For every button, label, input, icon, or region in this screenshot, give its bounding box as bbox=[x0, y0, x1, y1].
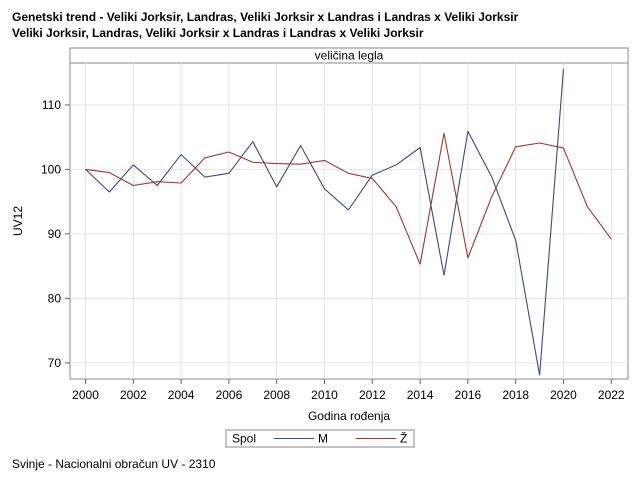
plot-frame bbox=[69, 62, 629, 380]
x-tick-label: 2008 bbox=[263, 388, 290, 402]
x-tick-label: 2016 bbox=[455, 388, 482, 402]
x-tick-label: 2004 bbox=[168, 388, 195, 402]
legend-label-1: M bbox=[318, 432, 328, 446]
y-tick-label: 80 bbox=[48, 291, 62, 305]
series-layer bbox=[85, 68, 612, 376]
y-axis-label: UV12 bbox=[11, 206, 25, 236]
panel-title: veličina legla bbox=[315, 49, 384, 63]
y-tick-label: 100 bbox=[41, 162, 61, 176]
panel-header bbox=[69, 47, 629, 64]
chart-title: Genetski trend - Veliki Jorksir, Landras… bbox=[12, 10, 519, 24]
x-tick-label: 2014 bbox=[407, 388, 434, 402]
axes: 2000 2002 2004 2006 2008 2010 2012 2014 2016 2018… bbox=[41, 98, 625, 402]
legend-title: Spol bbox=[232, 432, 256, 446]
x-tick-label: 2010 bbox=[311, 388, 338, 402]
y-tick-label: 90 bbox=[48, 227, 62, 241]
x-tick-label: 2006 bbox=[216, 388, 243, 402]
x-tick-label: 2020 bbox=[550, 388, 577, 402]
grid bbox=[70, 63, 628, 379]
legend-label-2: Ž bbox=[400, 431, 407, 446]
legend-box bbox=[225, 429, 415, 448]
x-tick-label: 2012 bbox=[359, 388, 386, 402]
x-tick-label: 2022 bbox=[598, 388, 625, 402]
footnote: Svinje - Nacionalni obračun UV - 2310 bbox=[12, 457, 216, 471]
y-tick-label: 70 bbox=[48, 356, 62, 370]
x-tick-label: 2018 bbox=[502, 388, 529, 402]
x-tick-label: 2002 bbox=[120, 388, 147, 402]
x-axis-label: Godina rođenja bbox=[308, 409, 390, 423]
chart-subtitle: Veliki Jorksir, Landras, Veliki Jorksir … bbox=[12, 26, 424, 40]
y-tick-label: 110 bbox=[42, 98, 61, 112]
legend: Spol M Ž bbox=[225, 429, 415, 448]
x-tick-label: 2000 bbox=[72, 388, 99, 402]
series-line-2 bbox=[85, 132, 612, 265]
series-line-1 bbox=[85, 68, 565, 376]
